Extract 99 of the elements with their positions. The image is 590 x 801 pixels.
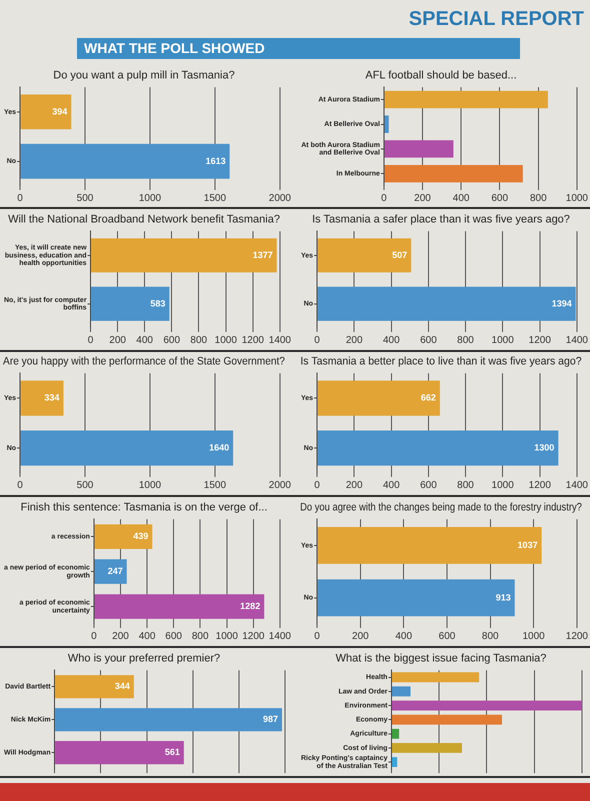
x-tick-label: 1400 xyxy=(268,630,292,642)
bar xyxy=(384,116,389,133)
data-label: 334 xyxy=(44,392,60,403)
data-label: 1377 xyxy=(252,250,273,260)
x-tick-label: 600 xyxy=(438,630,456,642)
bar xyxy=(94,594,264,619)
chart-title: Will the National Broadband Network benefit Tasmania? xyxy=(8,214,280,226)
x-tick-label: 2000 xyxy=(268,192,292,204)
x-tick-label: 600 xyxy=(420,334,438,346)
x-tick-label: 1500 xyxy=(204,192,226,204)
data-label: 1640 xyxy=(209,442,230,453)
text: SPECIAL REPORT xyxy=(408,8,584,30)
x-tick-label: 200 xyxy=(346,480,363,491)
x-tick-label: 800 xyxy=(192,630,209,642)
x-tick-label: 500 xyxy=(76,480,94,491)
data-label: 1282 xyxy=(240,601,260,612)
x-tick-label: 0 xyxy=(314,480,320,491)
chart-title: Do you want a pulp mill in Tasmania? xyxy=(53,70,235,82)
x-tick-label: 400 xyxy=(136,334,154,346)
data-label: 507 xyxy=(392,250,408,260)
x-tick-label: 0 xyxy=(314,630,320,642)
text: WHAT THE POLL SHOWED xyxy=(84,40,265,57)
chart-title: Are you happy with the performance of the State Government? xyxy=(3,355,286,368)
x-tick-label: 1200 xyxy=(528,480,552,491)
x-tick-label: 0 xyxy=(381,192,388,204)
data-label: 344 xyxy=(114,681,130,692)
data-label: 1394 xyxy=(552,298,572,308)
x-tick-label: 400 xyxy=(138,630,156,642)
bar xyxy=(392,686,411,696)
chart-title: AFL football should be based... xyxy=(365,70,517,82)
x-tick-label: 800 xyxy=(190,334,208,346)
chart-title: Is Tasmania a better place to live than it was five years ago? xyxy=(300,355,582,368)
bar xyxy=(384,90,548,108)
chart-title: Do you agree with the changes being made to the forestry industry? xyxy=(300,502,582,514)
x-tick-label: 400 xyxy=(452,192,470,204)
x-tick-label: 1200 xyxy=(566,630,588,642)
chart-title: What is the biggest issue facing Tasmania? xyxy=(336,652,546,665)
x-tick-label: 200 xyxy=(414,192,432,204)
x-tick-label: 400 xyxy=(382,480,400,491)
x-tick-label: 1000 xyxy=(138,480,162,491)
x-tick-label: 400 xyxy=(395,630,412,642)
x-tick-label: 0 xyxy=(88,334,94,346)
x-tick-label: 1000 xyxy=(216,630,238,642)
bar xyxy=(392,672,480,682)
bar xyxy=(392,728,400,739)
x-tick-label: 0 xyxy=(17,192,24,204)
bar xyxy=(392,757,398,768)
data-label: 583 xyxy=(150,298,166,308)
bar xyxy=(94,559,127,584)
bar xyxy=(392,714,502,725)
x-tick-label: 200 xyxy=(352,630,370,642)
x-tick-label: 1000 xyxy=(522,630,546,642)
x-tick-label: 600 xyxy=(165,630,182,642)
x-tick-label: 200 xyxy=(109,334,126,346)
x-tick-label: 1400 xyxy=(566,334,588,346)
x-tick-label: 800 xyxy=(482,630,500,642)
data-label: 247 xyxy=(108,566,123,576)
x-tick-label: 200 xyxy=(112,630,130,642)
chart-title: Who is your preferred premier? xyxy=(68,652,220,665)
x-tick-label: 600 xyxy=(163,334,180,346)
x-tick-label: 1000 xyxy=(214,334,238,346)
x-tick-label: 0 xyxy=(17,480,24,491)
x-tick-label: 1000 xyxy=(492,480,514,491)
x-tick-label: 2000 xyxy=(268,480,292,491)
x-tick-label: 1000 xyxy=(138,192,162,204)
x-tick-label: 1400 xyxy=(268,334,292,346)
bar xyxy=(384,140,454,158)
x-tick-label: 1000 xyxy=(492,334,514,346)
x-tick-label: 800 xyxy=(457,480,474,491)
x-tick-label: 0 xyxy=(314,334,320,346)
chart-title: Finish this sentence: Tasmania is on the verge of... xyxy=(20,502,268,514)
bar xyxy=(94,524,152,549)
data-label: 662 xyxy=(420,392,436,403)
x-tick-label: 1000 xyxy=(566,192,588,204)
bar xyxy=(392,700,582,711)
data-label: 1037 xyxy=(518,540,538,550)
data-label: 394 xyxy=(52,106,68,116)
x-tick-label: 500 xyxy=(76,192,94,204)
x-tick-label: 0 xyxy=(91,630,98,642)
data-label: 913 xyxy=(496,592,511,602)
chart-title: Is Tasmania a safer place than it was five years ago? xyxy=(312,214,570,226)
x-tick-label: 1500 xyxy=(204,480,226,491)
x-tick-label: 200 xyxy=(346,334,363,346)
data-label: 1613 xyxy=(206,156,226,166)
bar xyxy=(384,164,523,182)
x-tick-label: 600 xyxy=(420,480,438,491)
data-label: 439 xyxy=(133,531,148,542)
x-tick-label: 1400 xyxy=(566,480,588,491)
data-label: 561 xyxy=(164,747,180,758)
data-label: 987 xyxy=(262,714,278,724)
x-tick-label: 800 xyxy=(530,192,548,204)
x-tick-label: 600 xyxy=(491,192,508,204)
data-label: 1300 xyxy=(534,442,554,453)
x-tick-label: 1200 xyxy=(242,334,264,346)
bar xyxy=(392,742,462,753)
x-tick-label: 1200 xyxy=(528,334,552,346)
x-tick-label: 400 xyxy=(382,334,400,346)
x-tick-label: 800 xyxy=(457,334,474,346)
x-tick-label: 1200 xyxy=(242,630,265,642)
